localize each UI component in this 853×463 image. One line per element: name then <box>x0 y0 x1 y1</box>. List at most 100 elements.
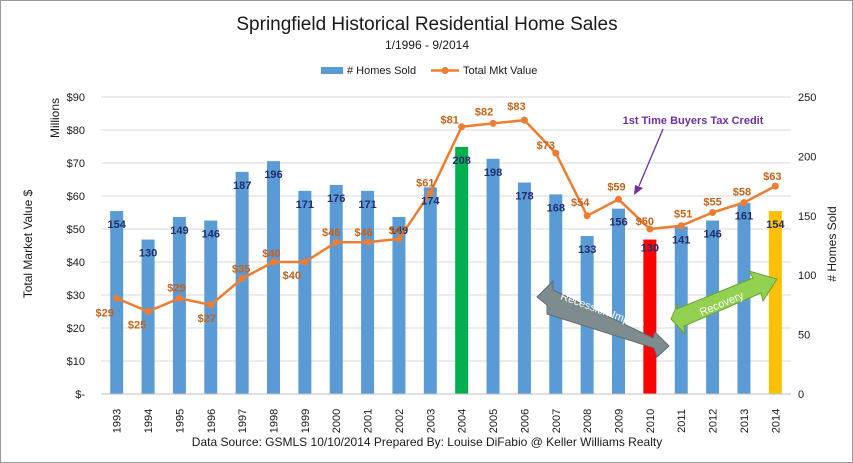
right-tick-label: 250 <box>798 92 816 104</box>
bar-label-2001: 171 <box>358 199 376 211</box>
left-tick-label: $10 <box>67 356 85 368</box>
x-tick-label-2003: 2003 <box>425 409 437 433</box>
chart-subtitle: 1/1996 - 9/2014 <box>385 38 469 52</box>
bar-2006 <box>517 182 531 394</box>
line-label-2009: $59 <box>607 181 625 193</box>
line-label-2005: $82 <box>475 106 493 118</box>
x-tick-label-2002: 2002 <box>394 409 406 433</box>
recovery-arrow <box>670 270 778 336</box>
bar-2014 <box>768 211 782 394</box>
bar-label-1994: 130 <box>139 248 157 260</box>
mkt-value-point-2013 <box>740 199 748 207</box>
bar-label-2004: 208 <box>453 155 471 167</box>
bar-label-2013: 161 <box>735 211 753 223</box>
left-tick-label: $- <box>75 389 85 401</box>
x-tick-label-1997: 1997 <box>237 409 249 433</box>
line-label-2003: $61 <box>416 178 434 190</box>
line-label-2006: $83 <box>507 101 525 113</box>
line-label-2008: $54 <box>571 197 590 209</box>
left-tick-label: $20 <box>67 323 85 335</box>
mkt-value-point-2014 <box>771 182 779 190</box>
bar-label-2006: 178 <box>515 191 533 203</box>
mkt-value-line <box>116 118 776 313</box>
line-label-2014: $63 <box>763 171 781 183</box>
bar-2005 <box>486 158 500 394</box>
left-tick-label: $60 <box>67 191 85 203</box>
mkt-value-point-2002 <box>395 235 403 243</box>
bar-1994 <box>141 239 155 394</box>
mkt-value-point-2006 <box>520 116 528 124</box>
bar-2001 <box>361 190 375 394</box>
mkt-value-point-1997 <box>238 275 246 282</box>
mkt-value-point-2005 <box>489 119 497 127</box>
line-label-1998: $40 <box>262 248 280 260</box>
mkt-value-point-2011 <box>677 222 685 230</box>
left-tick-label: $30 <box>67 290 85 302</box>
mkt-value-point-1994 <box>144 308 152 315</box>
line-label-2011: $51 <box>674 209 692 221</box>
line-label-2012: $55 <box>703 197 721 209</box>
bar-label-1995: 149 <box>170 225 188 237</box>
bar-label-2009: 156 <box>609 217 627 229</box>
x-tick-label-2013: 2013 <box>739 409 751 433</box>
mkt-value-point-2009 <box>615 195 622 203</box>
line-label-2004: $81 <box>441 115 459 127</box>
bar-label-2003: 174 <box>421 195 440 207</box>
left-tick-label: $90 <box>67 92 85 104</box>
bar-1995 <box>172 216 186 394</box>
line-label-2001: $46 <box>354 227 372 239</box>
x-tick-label-2007: 2007 <box>551 409 563 433</box>
x-tick-label-2010: 2010 <box>645 409 657 433</box>
x-tick-label-1993: 1993 <box>112 409 124 433</box>
right-tick-label: 200 <box>798 151 816 163</box>
x-tick-label-1995: 1995 <box>174 409 186 433</box>
mkt-value-point-2007 <box>552 149 560 157</box>
bar-2003 <box>423 187 437 394</box>
line-label-2010: $50 <box>636 216 654 228</box>
left-tick-label: $40 <box>67 257 85 269</box>
line-label-2013: $58 <box>733 187 751 199</box>
bar-1999 <box>298 190 312 394</box>
line-label-2007: $73 <box>537 140 555 152</box>
right-tick-label: 50 <box>798 330 810 342</box>
line-label-2000: $46 <box>322 227 340 239</box>
mkt-value-point-2012 <box>709 209 717 216</box>
mkt-value-point-2003 <box>426 189 434 197</box>
x-tick-label-2001: 2001 <box>363 409 375 433</box>
mkt-value-point-1993 <box>113 294 121 302</box>
x-tick-label-2005: 2005 <box>488 409 500 433</box>
x-tick-label-2004: 2004 <box>457 409 469 433</box>
bar-label-2000: 176 <box>327 193 345 205</box>
x-tick-label-2012: 2012 <box>708 409 720 433</box>
line-label-2002: $47 <box>389 225 407 237</box>
x-tick-label-1996: 1996 <box>206 409 218 433</box>
right-axis-title: # Homes Sold <box>825 206 839 281</box>
left-tick-label: $80 <box>67 125 85 137</box>
left-tick-label: $70 <box>67 158 85 170</box>
bar-label-2011: 141 <box>672 234 690 246</box>
legend-label-homes-sold: # Homes Sold <box>347 65 416 77</box>
mkt-value-point-2010 <box>646 225 654 233</box>
bar-label-2008: 133 <box>578 244 596 256</box>
recession-arrow <box>536 279 670 358</box>
bar-label-1996: 146 <box>202 229 220 241</box>
mkt-value-point-1996 <box>207 301 215 309</box>
x-tick-label-2011: 2011 <box>676 409 688 433</box>
mkt-value-point-1999 <box>301 258 309 266</box>
bar-2000 <box>329 184 343 394</box>
x-tick-label-2006: 2006 <box>519 409 531 433</box>
line-label-1993: $29 <box>96 307 114 319</box>
bar-label-1997: 187 <box>233 180 251 192</box>
bar-2010 <box>643 239 657 394</box>
x-tick-label-2014: 2014 <box>770 409 782 433</box>
bar-label-2012: 146 <box>703 229 721 241</box>
mkt-value-point-1995 <box>175 294 183 302</box>
legend-marker-mkt-value <box>441 67 449 74</box>
mkt-value-point-2001 <box>364 238 372 246</box>
right-tick-label: 150 <box>798 211 816 223</box>
left-axis-title: Total Market Value $ <box>21 189 35 298</box>
mkt-value-point-2008 <box>583 212 591 220</box>
left-axis-unit: Millions <box>48 98 62 138</box>
x-tick-label-2009: 2009 <box>614 409 626 433</box>
bar-label-2005: 198 <box>484 167 502 179</box>
